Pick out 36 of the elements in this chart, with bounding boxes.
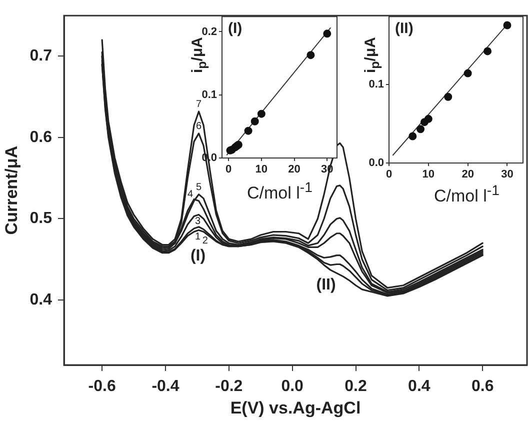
- series-label: 4: [187, 188, 194, 200]
- y-tick-label: 0.5: [30, 210, 52, 228]
- x-tick-label: -0.6: [88, 378, 116, 396]
- y-tick-label: 0.1: [202, 88, 217, 101]
- y-tick-label: 0.6: [30, 128, 52, 146]
- x-tick-label: -0.4: [152, 378, 180, 396]
- y-tick-label: 0.2: [202, 26, 217, 38]
- annotation: (I): [190, 247, 206, 264]
- y-tick-label: 0.4: [30, 291, 52, 308]
- series-label: 5: [196, 182, 202, 194]
- chart-title: (I): [228, 20, 242, 38]
- chart-title: (II): [395, 20, 414, 38]
- x-tick-label: 0.2: [344, 378, 367, 396]
- series-label: 2: [202, 236, 208, 247]
- annotation: (II): [316, 276, 336, 294]
- x-axis-title: E(V) vs.Ag-AgCl: [230, 398, 361, 418]
- y-tick-label: 0.7: [30, 48, 52, 65]
- x-tick-label: -0.2: [215, 378, 243, 396]
- x-tick-label: 30: [501, 168, 514, 181]
- x-tick-label: 0.0: [281, 378, 304, 396]
- series-label: 7: [196, 99, 202, 110]
- x-tick-label: 20: [462, 168, 474, 181]
- x-tick-label: 0: [226, 164, 232, 176]
- x-tick-label: 0.6: [471, 378, 494, 396]
- series-label: 3: [195, 216, 202, 228]
- y-tick-label: 0.1: [368, 78, 384, 90]
- x-tick-label: 10: [422, 168, 435, 181]
- x-tick-label: 10: [255, 164, 268, 176]
- series-label: 1: [195, 231, 202, 242]
- series-label: 6: [196, 121, 202, 132]
- x-tick-label: 0: [386, 168, 392, 181]
- x-axis-title: C/mol l$^{-1}$: [247, 180, 312, 204]
- x-tick-label: 20: [288, 164, 300, 176]
- y-axis-title: Current/μA: [2, 146, 21, 235]
- x-axis-title: C/mol l$^{-1}$: [434, 183, 500, 207]
- x-tick-label: 0.4: [408, 378, 430, 396]
